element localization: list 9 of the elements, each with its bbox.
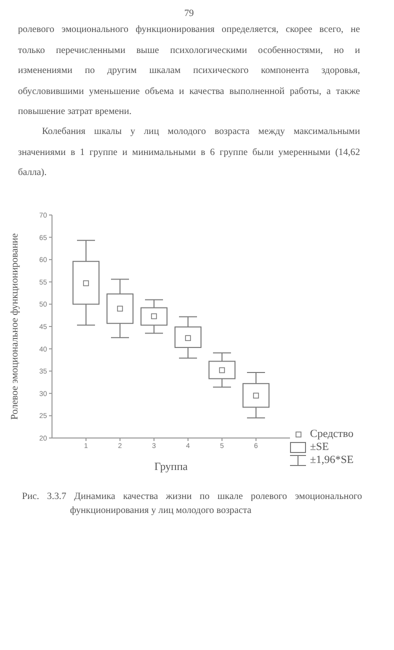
text: ролевого эмоционального функционирования определяется, скорее всего, не только перечисленными выше психологическими особенностями, но и изменениями по другим шкалам психического компонента здоровья, обусловившими уменьшение объема и качества выполненной работы, а также повышение затрат времени. — [18, 23, 360, 119]
text: Колебания шкалы у лиц молодого возраста между максимальными значениями в 1 группе и минимальными в 6 группе были умеренными (14,62 балла). — [18, 125, 360, 180]
x-axis-title: Группа — [154, 461, 188, 473]
y-axis-title: Ролевое эмоциональное функционирование — [10, 232, 21, 420]
text: 79 — [183, 7, 195, 21]
text: ±SE — [310, 441, 329, 454]
text: ±1,96*SE — [310, 454, 354, 467]
text: Средство — [310, 428, 354, 441]
text: Рис. 3.3.7 Динамика качества жизни по шкале ролевого эмоционального функционирования у лиц молодого возраста — [22, 490, 362, 518]
